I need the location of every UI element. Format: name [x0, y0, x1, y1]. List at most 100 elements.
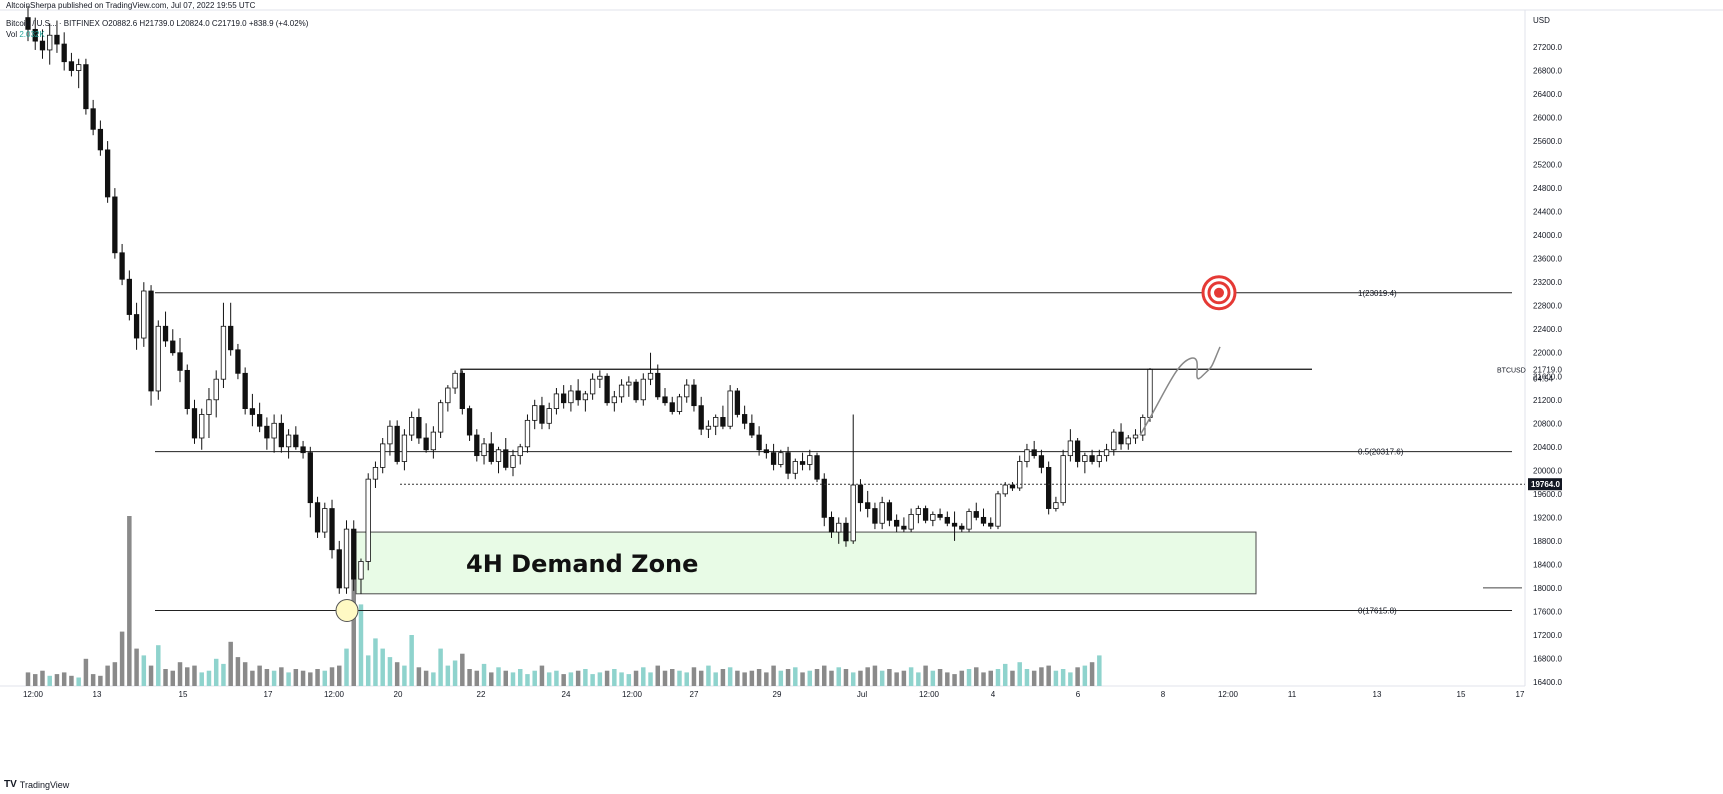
range-high-line[interactable]: [460, 368, 1312, 382]
axes[interactable]: USD 27200.0 26800.0 26400.0 26000.0 25600.0 25…: [23, 16, 1562, 699]
candle: [285, 429, 292, 459]
footer-brand[interactable]: TV TradingView: [4, 779, 69, 790]
price-tick-label: 22000.0: [1533, 349, 1562, 358]
volume-bar: [90, 674, 96, 686]
time-tick-label: 4: [991, 690, 996, 699]
volume-bar: [814, 669, 820, 686]
candle: [278, 414, 284, 453]
crosshair-price-badge: [1528, 478, 1562, 491]
candle-body: [474, 434, 480, 457]
volume-bar: [344, 648, 349, 686]
projection-path[interactable]: [1139, 346, 1221, 436]
candle-body: [1031, 449, 1037, 457]
volume-bar: [460, 653, 465, 686]
candle: [510, 449, 516, 477]
volume-bar: [308, 672, 313, 686]
candle-body: [684, 384, 690, 398]
price-tick-label: 24000.0: [1533, 231, 1562, 240]
volume-bar: [800, 672, 805, 686]
candle: [553, 388, 560, 415]
candle: [300, 440, 306, 459]
volume-bar: [771, 665, 776, 686]
candle-body: [785, 452, 791, 474]
volume-bar: [387, 657, 393, 686]
candle: [814, 452, 820, 483]
low-circle-marker[interactable]: [335, 599, 359, 623]
candle: [807, 449, 813, 471]
volume-bar: [525, 674, 530, 686]
candle: [799, 452, 806, 471]
candle: [662, 388, 668, 406]
time-tick-label: 27: [690, 690, 699, 699]
candle-body: [597, 375, 603, 380]
candle: [474, 429, 480, 462]
candle-body: [430, 431, 437, 451]
candle-body: [61, 43, 67, 63]
candle: [61, 32, 67, 71]
volume-bar: [1082, 665, 1088, 686]
volume-bar: [445, 665, 451, 686]
candle: [1089, 449, 1095, 465]
time-tick-label: 22: [477, 690, 486, 699]
price-tick-label: 17200.0: [1533, 631, 1562, 640]
volume-bar: [966, 669, 972, 686]
price-tick-label: 22400.0: [1533, 325, 1562, 334]
target-center: [1214, 287, 1224, 298]
volume-bar: [32, 674, 38, 686]
candle-body: [314, 502, 321, 533]
candle-body: [1147, 368, 1153, 418]
candle: [734, 388, 741, 418]
volume-bar: [1075, 667, 1080, 686]
candle-body: [749, 422, 755, 436]
candle: [394, 420, 400, 465]
candle: [749, 414, 755, 438]
candle-body: [104, 149, 111, 198]
time-tick-label: 11: [1288, 690, 1297, 699]
candle-body: [966, 511, 972, 530]
candle-body: [54, 34, 60, 45]
candle-body: [734, 390, 741, 415]
time-tick-label: 15: [179, 690, 188, 699]
legend-symbol: Bitcoin / U.S...: [6, 19, 57, 28]
fib-retracement[interactable]: 1(23019.4) 0.5(20317.6) 0(17615.8): [155, 289, 1512, 616]
time-tick-label: 12:00: [1218, 690, 1239, 699]
candle-body: [1024, 449, 1030, 462]
candle: [655, 364, 661, 400]
candle: [39, 29, 46, 59]
candle: [213, 370, 219, 418]
candle-body: [1103, 449, 1110, 457]
target-bullseye-icon[interactable]: [1201, 275, 1237, 311]
volume-bar: [865, 667, 870, 686]
candle-body: [351, 528, 357, 580]
candle-body: [119, 252, 125, 280]
time-tick-label: 17: [1516, 690, 1525, 699]
publisher-line: AltcoinSherpa published on TradingView.c…: [6, 1, 256, 10]
price-tick-label: 19200.0: [1533, 513, 1562, 522]
candle: [177, 338, 183, 383]
volume-bar: [119, 631, 125, 686]
volume-bar: [836, 667, 841, 686]
price-tick-label: 25600.0: [1533, 137, 1562, 146]
volume-bar: [1010, 670, 1015, 686]
volume-bar: [61, 672, 67, 686]
volume-bar: [858, 670, 863, 686]
candle: [1060, 449, 1066, 506]
volume-bar: [431, 672, 436, 686]
volume-bar: [670, 669, 675, 686]
volume-bar: [1017, 662, 1022, 686]
volume-bar: [546, 672, 552, 686]
demand-zone[interactable]: 4H Demand Zone: [355, 531, 1257, 595]
volume-bar: [148, 665, 154, 686]
annotations[interactable]: [335, 275, 1525, 623]
candle: [698, 396, 704, 436]
demand-zone-box[interactable]: [355, 531, 1257, 595]
volume-bar: [807, 670, 813, 686]
candle-body: [488, 443, 494, 462]
candle-body: [293, 434, 299, 448]
candle-body: [626, 381, 632, 386]
price-tick-label: 20000.0: [1533, 466, 1562, 475]
candle-body: [76, 64, 82, 71]
candle-body: [995, 493, 1001, 527]
volume-bar: [47, 675, 52, 686]
